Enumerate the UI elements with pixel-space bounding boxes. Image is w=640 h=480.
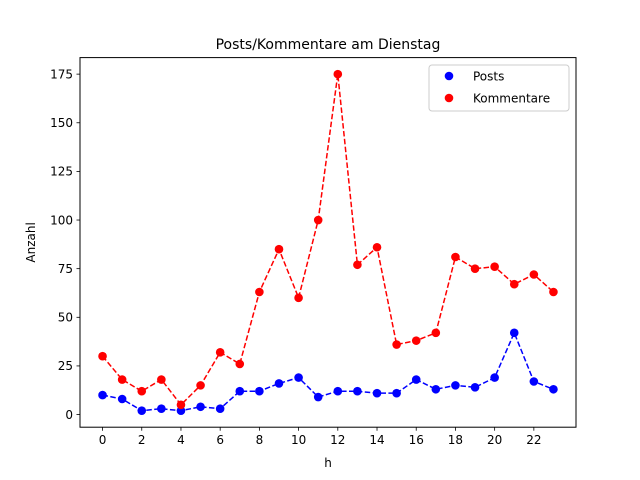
data-point [157, 375, 166, 384]
data-point [137, 386, 147, 396]
data-point [470, 383, 480, 392]
data-point [529, 270, 539, 279]
x-tick-label: 22 [526, 433, 541, 447]
series-line-0 [102, 330, 554, 412]
y-tick-label: 25 [58, 359, 73, 373]
data-point [333, 69, 343, 79]
data-point [392, 340, 401, 349]
series-line-1 [101, 74, 554, 406]
data-point [117, 394, 127, 404]
y-tick-label: 50 [58, 311, 73, 325]
data-point [451, 381, 460, 390]
legend-label: Kommentare [473, 91, 550, 105]
data-point [274, 379, 284, 388]
chart-title: Posts/Kommentare am Dienstag [216, 37, 441, 53]
data-point [431, 384, 441, 394]
data-point [509, 328, 519, 338]
legend-box [428, 64, 570, 112]
legend-marker [444, 93, 454, 103]
x-tick-label: 10 [291, 433, 306, 447]
data-point [235, 359, 245, 369]
legend-label: Posts [473, 69, 504, 83]
data-point [235, 386, 245, 396]
data-point [431, 328, 441, 338]
data-point [353, 386, 362, 396]
x-tick-label: 8 [256, 433, 264, 447]
x-tick-label: 6 [216, 433, 224, 447]
data-point [274, 244, 284, 254]
data-point [294, 373, 303, 382]
data-point [98, 390, 107, 400]
data-point [490, 373, 499, 382]
x-tick-label: 18 [448, 433, 463, 447]
data-point [313, 392, 323, 402]
data-point [157, 404, 166, 414]
data-point [196, 381, 205, 390]
data-point [470, 264, 480, 273]
data-point [372, 388, 382, 398]
y-axis-label: Anzahl [24, 222, 38, 262]
data-point [117, 375, 127, 384]
data-point [196, 402, 205, 412]
data-point [549, 384, 558, 394]
data-point [333, 386, 343, 396]
x-tick-label: 0 [99, 433, 107, 447]
legend: Posts Kommentare [428, 64, 570, 112]
data-point [509, 279, 519, 289]
x-tick-label: 14 [369, 433, 384, 447]
x-tick-label: 16 [409, 433, 424, 447]
y-tick-label: 150 [50, 116, 73, 130]
data-point [353, 260, 362, 270]
data-point [215, 348, 225, 357]
data-point [372, 242, 382, 252]
y-tick-label: 125 [50, 165, 73, 179]
data-point [392, 388, 401, 398]
data-point [529, 377, 539, 386]
data-point [411, 375, 421, 384]
data-point [255, 287, 264, 297]
x-tick-label: 4 [177, 433, 185, 447]
data-point [549, 287, 558, 297]
y-tick-label: 75 [58, 262, 73, 276]
data-point [98, 351, 107, 361]
y-tick-label: 175 [50, 67, 73, 81]
x-tick-label: 12 [330, 433, 345, 447]
plot-frame [79, 57, 577, 428]
data-point [176, 400, 186, 410]
legend-marker [444, 71, 454, 81]
data-point [215, 404, 225, 414]
x-tick-label: 2 [138, 433, 146, 447]
x-tick-label: 20 [487, 433, 502, 447]
data-point [255, 386, 264, 396]
x-axis-label: h [324, 456, 332, 470]
data-point [294, 293, 303, 303]
data-point [451, 252, 460, 262]
y-tick-label: 100 [50, 213, 73, 227]
data-point [137, 406, 147, 415]
data-point [490, 262, 499, 272]
y-tick-label: 0 [65, 408, 73, 422]
data-point [313, 215, 323, 225]
data-point [411, 336, 421, 345]
